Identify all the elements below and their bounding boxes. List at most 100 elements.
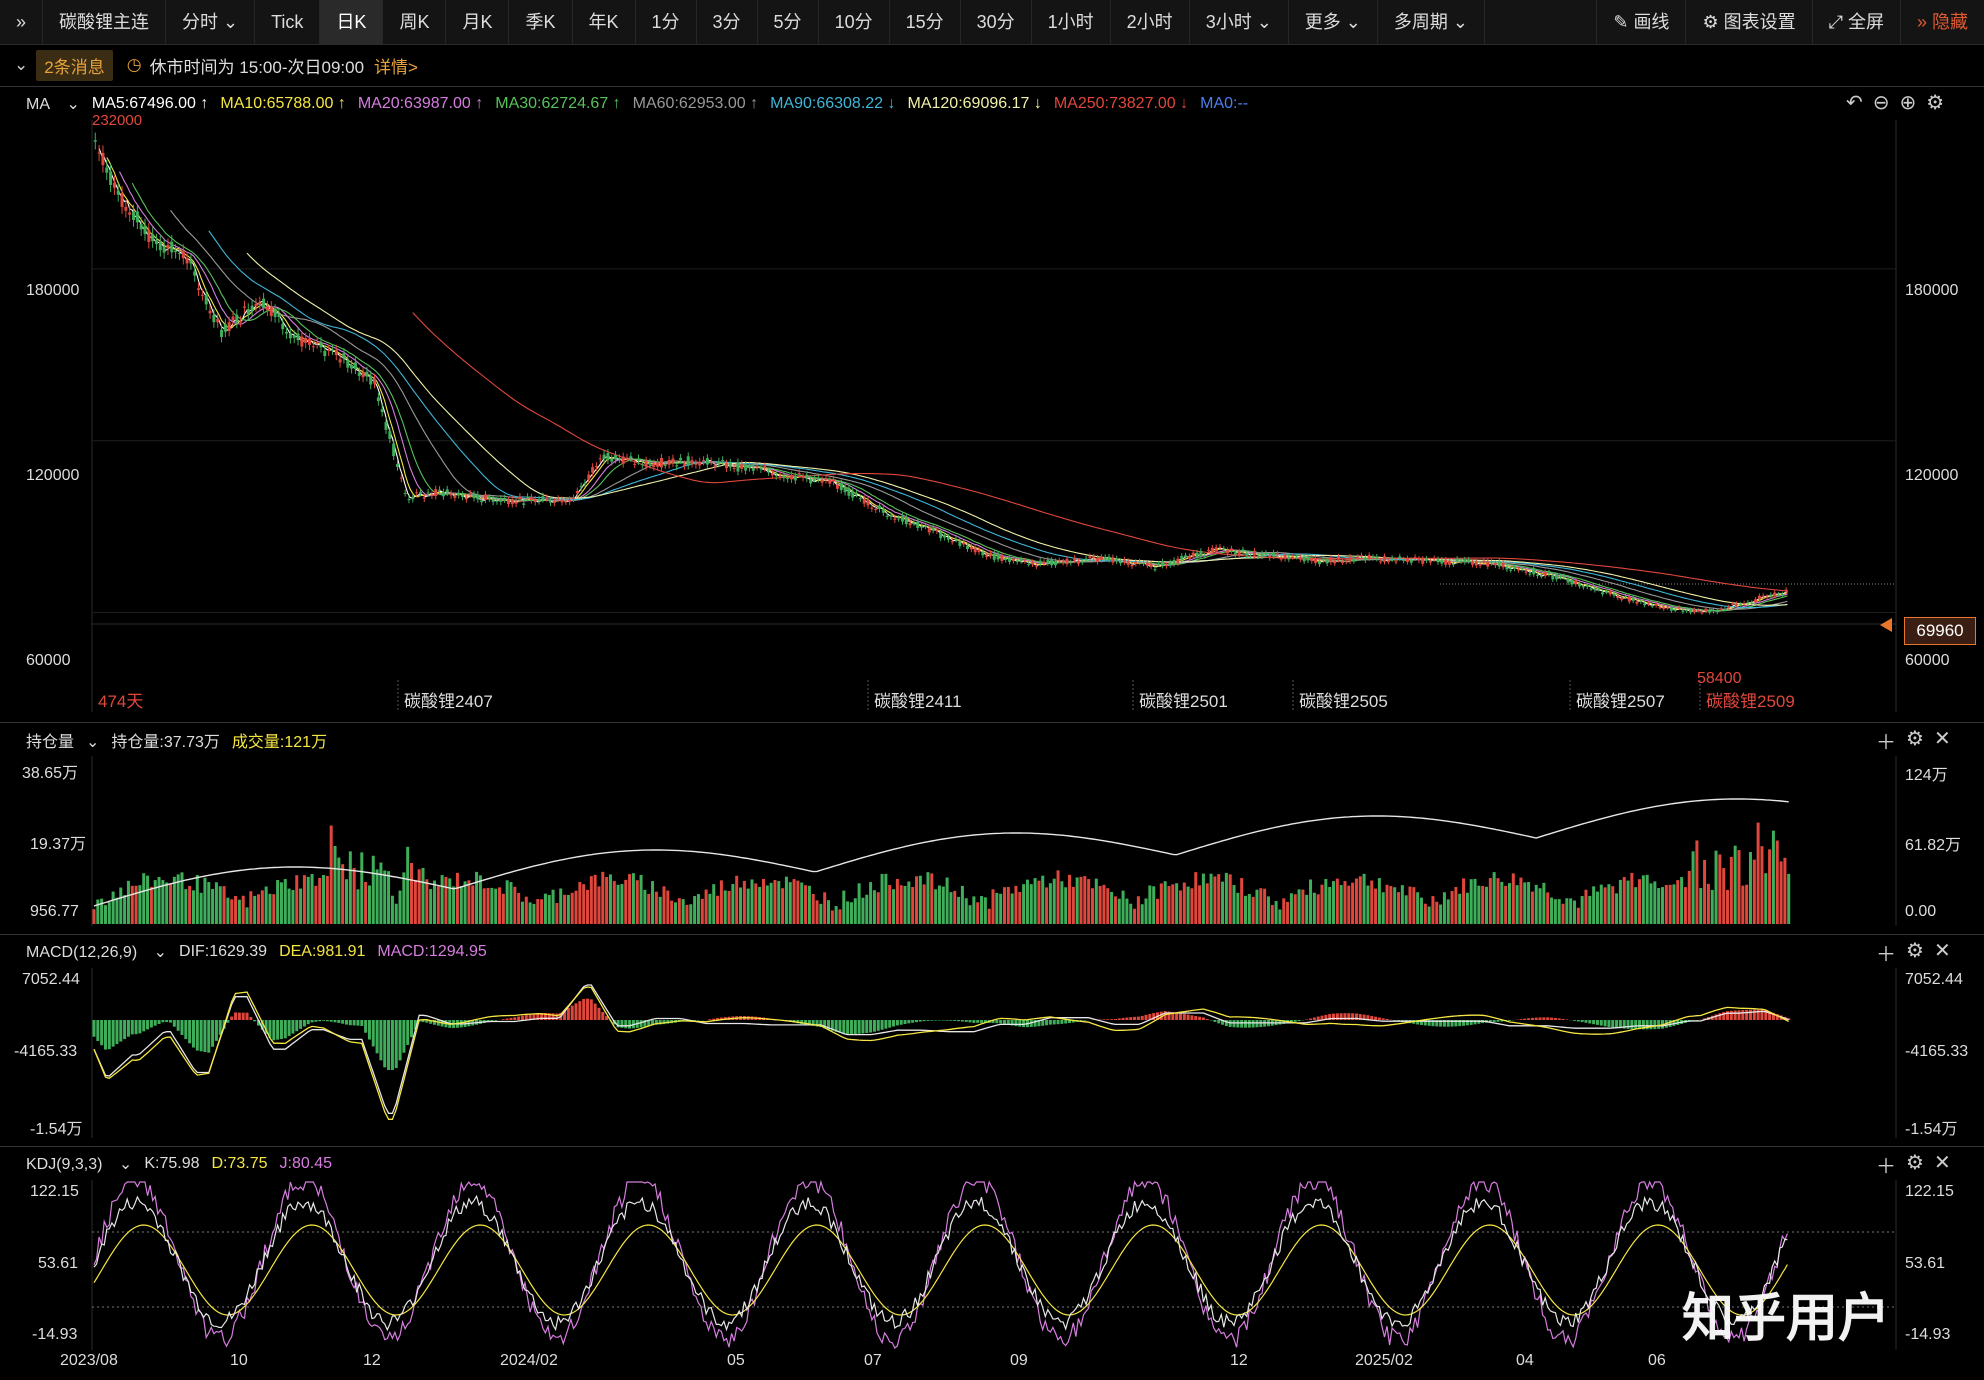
period-tab-4[interactable]: 月K [446, 0, 510, 44]
macd-bar [1771, 1012, 1775, 1020]
ma-indicator-select[interactable]: MA ⌄ [26, 96, 80, 113]
volume-bar [792, 879, 796, 924]
zoom-in-icon[interactable]: ⊕ [1899, 92, 1917, 114]
volume-bar [1347, 885, 1351, 924]
period-tab-11[interactable]: 15分 [890, 0, 961, 44]
period-tab-3[interactable]: 周K [383, 0, 447, 44]
candle-body [1428, 561, 1432, 563]
chart-settings-button[interactable]: ⚙ 图表设置 [1685, 0, 1811, 44]
volume-bar [1232, 885, 1236, 924]
period-tab-14[interactable]: 2小时 [1111, 0, 1190, 44]
close-icon[interactable]: ✕ [1933, 940, 1951, 962]
kdj-chart[interactable] [0, 1180, 1984, 1350]
gear-icon[interactable]: ⚙ [1926, 92, 1945, 114]
period-tab-6[interactable]: 年K [573, 0, 636, 44]
volume-bar [574, 890, 578, 924]
candle-body [1405, 558, 1409, 562]
period-tab-1[interactable]: Tick [255, 0, 321, 44]
candle-body [1505, 566, 1509, 570]
volume-bar [1576, 907, 1580, 924]
candle-body [858, 498, 862, 500]
period-tab-5[interactable]: 季K [509, 0, 573, 44]
macd-bar [895, 1020, 899, 1026]
volume-bar [1722, 868, 1726, 924]
close-icon[interactable]: ✕ [1933, 1152, 1951, 1174]
candle-body [1260, 553, 1264, 557]
draw-button[interactable]: ✎ 画线 [1596, 0, 1685, 44]
candle-body [545, 497, 549, 499]
period-tab-15[interactable]: 3小时 ⌄ [1190, 0, 1289, 44]
candle-body [847, 487, 851, 496]
candle-body [1360, 555, 1364, 557]
kdj-indicator-select[interactable]: KDJ(9,3,3) ⌄ [26, 1156, 133, 1173]
volume-bar [761, 878, 765, 924]
message-badge[interactable]: 2条消息 [36, 49, 113, 81]
candle-body [204, 294, 208, 305]
period-tab-12[interactable]: 30分 [961, 0, 1032, 44]
candle-body [1214, 547, 1218, 552]
volume-bar [115, 897, 119, 924]
period-tab-13[interactable]: 1小时 [1032, 0, 1111, 44]
candle-body [1409, 560, 1413, 563]
candle-body [732, 468, 736, 470]
plus-icon[interactable]: ＋ [1876, 1156, 1896, 1178]
close-icon[interactable]: ✕ [1933, 728, 1951, 750]
period-tab-8[interactable]: 3分 [697, 0, 758, 44]
fullscreen-button[interactable]: ⤢ 全屏 [1811, 0, 1900, 44]
macd-indicator-select[interactable]: MACD(12,26,9) ⌄ [26, 944, 168, 961]
volume-bar [1343, 881, 1347, 924]
volume-chart[interactable] [0, 756, 1984, 926]
macd-bar [348, 1020, 352, 1026]
plus-icon[interactable]: ＋ [1876, 732, 1896, 754]
volume-bar [708, 893, 712, 924]
zoom-out-icon[interactable]: ⊖ [1872, 92, 1890, 114]
period-tab-2[interactable]: 日K [320, 0, 384, 44]
symbol-name[interactable]: 碳酸锂主连 [43, 0, 167, 44]
collapse-chevron-icon[interactable]: ⌄ [14, 55, 29, 74]
volume-bar [1098, 885, 1102, 924]
macd-bar [432, 1020, 436, 1025]
macd-chart[interactable] [0, 968, 1984, 1138]
volume-bar [471, 885, 475, 924]
candle-body [461, 494, 465, 497]
hide-button[interactable]: » 隐藏 [1899, 0, 1984, 44]
macd-bar [513, 1017, 517, 1020]
price-chart[interactable] [0, 120, 1984, 712]
plus-icon[interactable]: ＋ [1876, 944, 1896, 966]
period-tab-0[interactable]: 分时 ⌄ [166, 0, 256, 44]
gear-icon[interactable]: ⚙ [1906, 940, 1924, 962]
candle-body [591, 467, 595, 473]
gear-icon[interactable]: ⚙ [1906, 1152, 1924, 1174]
volume-bar [846, 901, 850, 924]
volume-bar [601, 871, 605, 924]
macd-bar [517, 1016, 521, 1020]
period-tab-7[interactable]: 1分 [636, 0, 697, 44]
candle-body [422, 497, 426, 499]
macd-bar [804, 1020, 808, 1025]
volume-bar [1431, 896, 1435, 924]
volume-bar [746, 888, 750, 924]
period-tab-10[interactable]: 10分 [819, 0, 890, 44]
macd-bar [1362, 1014, 1366, 1020]
detail-link[interactable]: 详情> [374, 57, 418, 77]
candle-body [1306, 557, 1310, 561]
period-tab-17[interactable]: 多周期 ⌄ [1378, 0, 1485, 44]
volume-bar [953, 890, 957, 924]
period-tab-9[interactable]: 5分 [758, 0, 819, 44]
volume-bar [735, 875, 739, 924]
macd-bar [203, 1020, 207, 1052]
volume-bar [478, 875, 482, 924]
candle-body [1639, 600, 1643, 602]
volume-bar [100, 898, 104, 924]
macd-bar [1370, 1015, 1374, 1020]
volume-bar [903, 885, 907, 924]
period-tab-16[interactable]: 更多 ⌄ [1289, 0, 1378, 44]
volume-bar [1351, 882, 1355, 924]
gear-icon[interactable]: ⚙ [1906, 728, 1924, 750]
undo-icon[interactable]: ↶ [1846, 92, 1863, 114]
expand-icon[interactable]: » [0, 0, 44, 44]
volume-bar [1014, 885, 1018, 924]
macd-bar [945, 1020, 949, 1021]
candle-body [1157, 563, 1161, 565]
volume-indicator-select[interactable]: 持仓量 ⌄ [26, 734, 100, 751]
